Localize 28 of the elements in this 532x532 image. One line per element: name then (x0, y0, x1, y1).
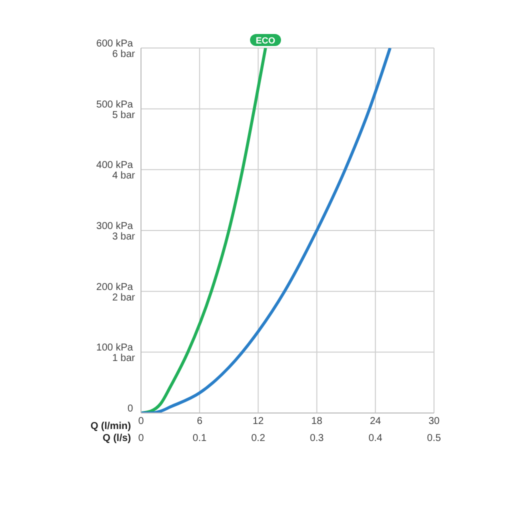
x-tick-label: 12 (252, 416, 264, 428)
x2-tick-label: 0.1 (192, 433, 207, 444)
y-tick-label: 100 kPa (96, 342, 134, 354)
x-tick-label: 6 (196, 416, 203, 428)
y-tick-label: 300 kPa (96, 221, 134, 232)
y2-tick-label: 3 bar (112, 232, 136, 242)
x-tick-label: 18 (311, 416, 323, 428)
y-tick-label: 400 kPa (96, 160, 134, 172)
x2-axis-title: Q (l/s) (102, 433, 131, 444)
y-tick-label: 500 kPa (96, 99, 134, 110)
series-label: ECO (256, 36, 276, 46)
y2-tick-label: 4 bar (112, 170, 136, 182)
y2-tick-label: 2 bar (112, 292, 136, 304)
y-tick-label: 200 kPa (96, 282, 134, 293)
x-tick-label: 30 (428, 416, 440, 428)
x2-tick-label: 0.5 (427, 433, 442, 444)
y2-tick-label: 6 bar (112, 49, 136, 60)
y2-tick-label: 1 bar (112, 353, 136, 364)
x-axis-title: Q (l/min) (90, 421, 131, 432)
x2-tick-label: 0.2 (251, 433, 266, 444)
x2-tick-label: 0.4 (368, 433, 383, 444)
y-tick-label: 0 (127, 404, 134, 415)
x2-tick-label: 0.3 (310, 433, 324, 444)
x2-tick-label: 0 (138, 433, 144, 444)
x-tick-label: 0 (138, 416, 144, 428)
x-tick-label: 24 (370, 416, 382, 428)
y-tick-label: 600 kPa (96, 38, 134, 50)
y2-tick-label: 5 bar (112, 110, 136, 121)
